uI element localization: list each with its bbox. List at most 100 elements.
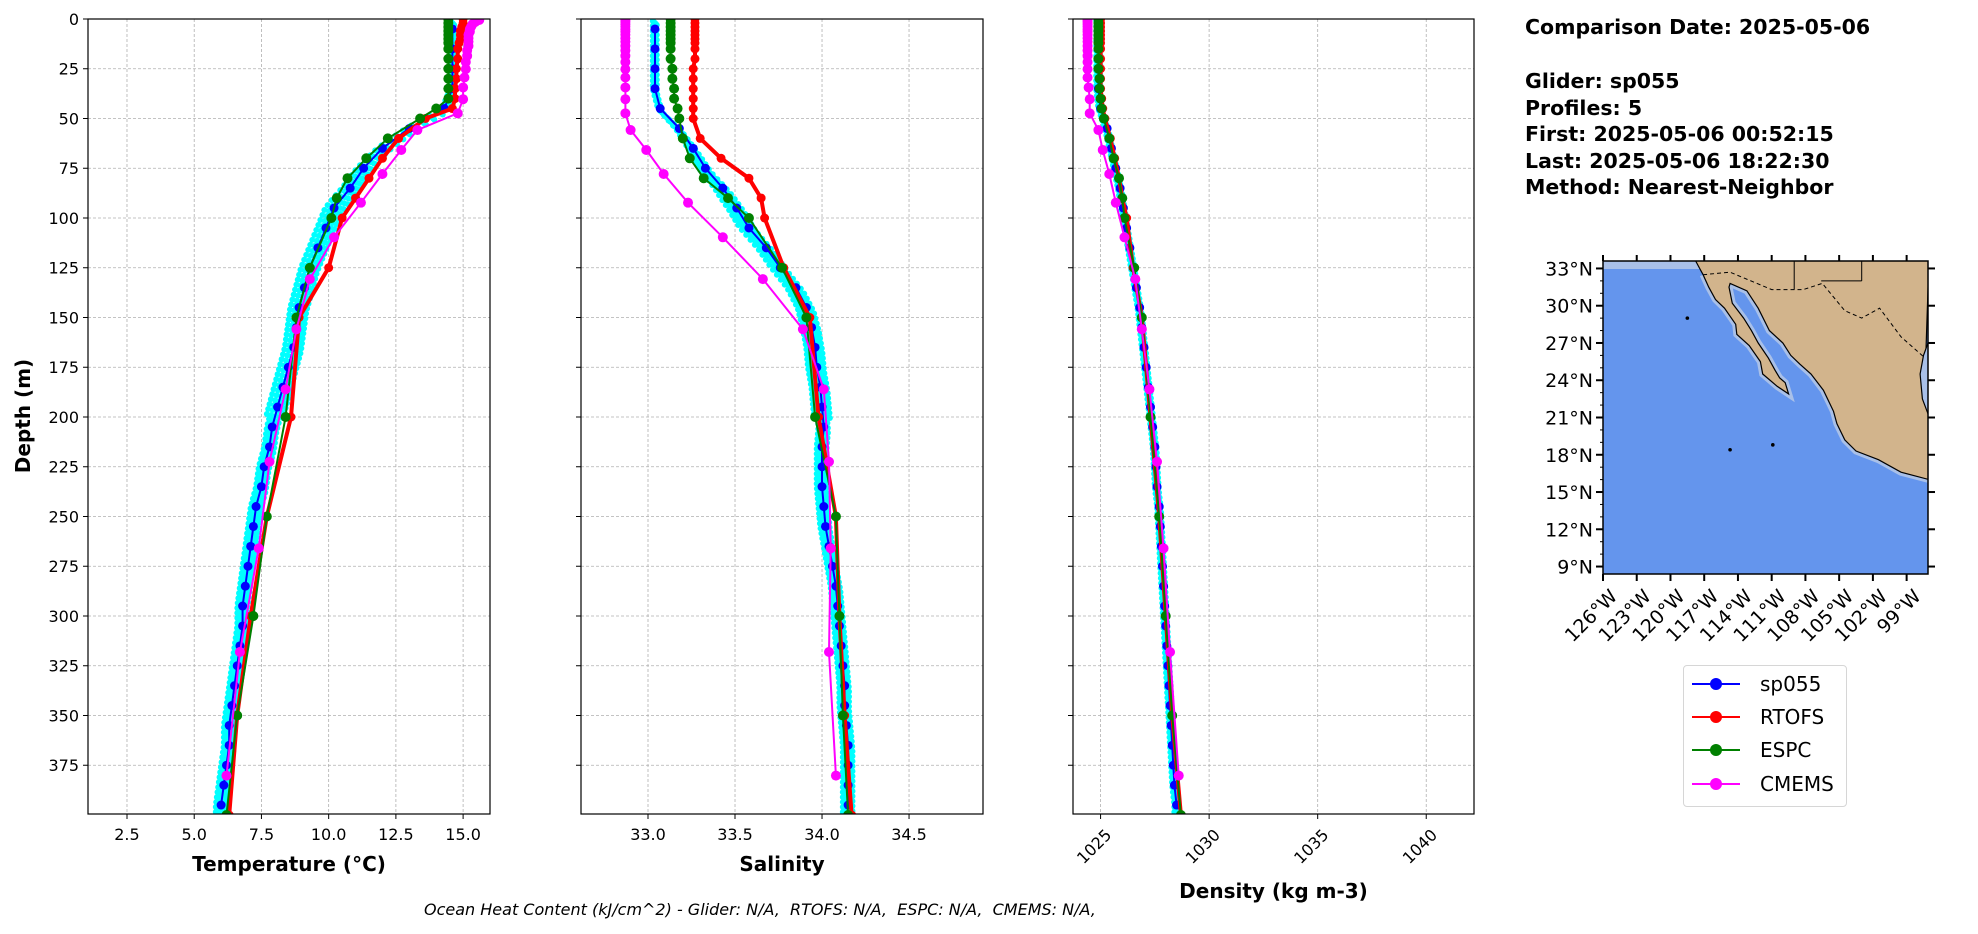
data-point-cmems — [396, 144, 407, 155]
data-point-espc — [1104, 133, 1115, 144]
land — [1694, 261, 1928, 480]
series-line-cmems — [225, 19, 480, 776]
data-point-sp055 — [230, 681, 240, 691]
data-point-espc — [1108, 153, 1119, 164]
data-point-rtofs — [377, 153, 387, 163]
legend-label: sp055 — [1760, 672, 1822, 696]
data-point-cmems — [458, 82, 469, 93]
data-point-espc — [810, 411, 821, 422]
data-point-espc — [1098, 113, 1109, 124]
data-point-espc — [723, 193, 734, 204]
data-point-cmems — [620, 64, 631, 75]
series-line-cmems — [624, 20, 837, 776]
glider-raw-point — [301, 320, 308, 327]
data-point-espc — [221, 809, 232, 814]
data-point-espc — [1093, 63, 1104, 74]
data-point-espc — [443, 63, 454, 74]
data-point-espc — [667, 63, 678, 74]
data-point-rtofs — [364, 173, 374, 183]
data-point-espc — [667, 73, 678, 84]
data-point-espc — [443, 73, 454, 84]
plot-area — [1082, 19, 1186, 814]
panel-salinity: 33.0 33.5 34.0 34.5 Salinity — [576, 18, 984, 876]
data-point-sp055 — [761, 243, 771, 253]
y-tick-label: 100 — [48, 209, 79, 228]
data-point-espc — [443, 53, 454, 64]
data-point-cmems — [329, 232, 340, 243]
data-point-espc — [672, 103, 683, 114]
data-point-rtofs — [394, 133, 404, 143]
data-point-rtofs — [324, 263, 334, 273]
data-point-cmems — [1165, 647, 1176, 658]
data-point-cmems — [620, 82, 631, 93]
lat-tick-label: 24°N — [1545, 370, 1593, 392]
data-point-espc — [665, 53, 676, 64]
glider-raw-point — [297, 350, 304, 357]
legend-label: RTOFS — [1760, 705, 1825, 729]
y-tick-label: 75 — [59, 159, 79, 178]
data-point-espc — [280, 411, 291, 422]
y-tick-label: 25 — [59, 60, 79, 79]
plot-area — [620, 19, 856, 814]
axes-frame — [1072, 18, 1475, 815]
data-point-espc — [1167, 710, 1178, 721]
data-point-cmems — [620, 108, 631, 119]
legend-marker-icon — [1692, 772, 1740, 796]
data-point-espc — [830, 511, 841, 522]
data-point-sp055 — [219, 780, 229, 790]
data-point-espc — [1094, 83, 1105, 94]
axes-frame — [580, 18, 984, 815]
data-point-cmems — [1152, 456, 1163, 467]
data-point-cmems — [304, 274, 315, 285]
data-point-cmems — [1083, 82, 1094, 93]
lat-tick-label: 27°N — [1545, 333, 1593, 355]
y-tick-label: 250 — [48, 507, 79, 526]
legend-item-rtofs: RTOFS — [1692, 705, 1824, 729]
x-tick-label: 15.0 — [445, 825, 481, 844]
data-point-espc — [232, 710, 243, 721]
y-tick-label: 175 — [48, 358, 79, 377]
data-point-rtofs — [756, 193, 766, 203]
x-tick-label: 34.0 — [804, 825, 840, 844]
profile-count: Profiles: 5 — [1525, 95, 1643, 120]
data-point-cmems — [253, 543, 264, 554]
x-tick-label: 1040 — [1399, 825, 1441, 867]
first-profile-time: First: 2025-05-06 00:52:15 — [1525, 122, 1834, 146]
data-point-espc — [326, 212, 337, 223]
legend-marker-icon — [1692, 705, 1740, 729]
y-tick-label: 150 — [48, 308, 79, 327]
data-point-cmems — [830, 770, 841, 781]
data-point-rtofs — [716, 153, 726, 163]
data-point-espc — [1119, 212, 1130, 223]
lat-tick-label: 33°N — [1545, 258, 1593, 280]
data-point-espc — [777, 262, 787, 273]
axes-frame — [87, 18, 491, 815]
y-tick-label: 375 — [48, 756, 79, 775]
data-point-cmems — [458, 94, 469, 105]
x-axis-label: Density (kg m-3) — [1179, 879, 1368, 903]
data-point-sp055 — [256, 482, 266, 492]
x-axis-label: Salinity — [739, 852, 824, 876]
lat-tick-label: 30°N — [1545, 296, 1593, 318]
data-point-espc — [443, 43, 454, 54]
legend-item-espc: ESPC — [1692, 738, 1811, 762]
data-point-sp055 — [700, 163, 710, 173]
data-point-sp055 — [655, 104, 665, 114]
data-point-sp055 — [744, 223, 754, 233]
glider-raw-point — [313, 270, 320, 277]
data-point-cmems — [221, 770, 232, 781]
data-point-sp055 — [273, 402, 283, 412]
data-point-espc — [1176, 809, 1186, 814]
data-point-sp055 — [216, 800, 226, 810]
x-tick-label: 1035 — [1290, 825, 1332, 867]
data-point-rtofs — [688, 94, 698, 104]
data-point-sp055 — [238, 601, 248, 611]
data-point-cmems — [1130, 274, 1141, 285]
y-tick-label: 225 — [48, 458, 79, 477]
glider-raw-point — [302, 315, 309, 322]
comparison-date: Comparison Date: 2025-05-06 — [1525, 15, 1871, 39]
gulf-of-mexico — [1919, 342, 1928, 415]
data-point-rtofs — [695, 133, 705, 143]
data-point-espc — [684, 153, 695, 164]
data-point-cmems — [1173, 770, 1184, 781]
